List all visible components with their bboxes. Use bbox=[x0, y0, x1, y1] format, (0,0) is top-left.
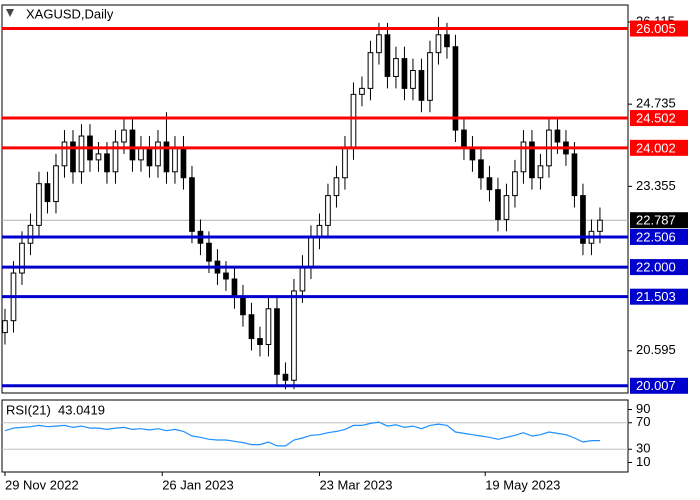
candle-body bbox=[418, 70, 425, 101]
level-label-box bbox=[630, 20, 688, 37]
candle-body bbox=[19, 242, 25, 274]
rsi-tick-label: 70 bbox=[636, 414, 650, 429]
level-label: 24.002 bbox=[636, 140, 676, 155]
candle-body bbox=[112, 141, 119, 173]
candle-body bbox=[61, 141, 68, 167]
candle-body bbox=[2, 320, 8, 334]
current-price-label: 22.787 bbox=[636, 213, 676, 228]
level-label: 24.502 bbox=[636, 110, 676, 125]
candle-body bbox=[529, 141, 535, 179]
candle-body bbox=[469, 147, 476, 161]
level-label-box bbox=[630, 228, 688, 245]
level-label: 26.005 bbox=[636, 21, 676, 36]
candle-body bbox=[571, 153, 578, 197]
level-label-box bbox=[630, 139, 688, 156]
candle-body bbox=[282, 373, 289, 381]
x-tick-label: 26 Jan 2023 bbox=[162, 477, 234, 492]
candle-body bbox=[512, 171, 518, 197]
candle-body bbox=[350, 93, 357, 149]
candle-body bbox=[257, 338, 263, 346]
candle-body bbox=[537, 165, 544, 179]
candle-body bbox=[461, 129, 467, 149]
candle-body bbox=[486, 177, 493, 191]
level-label-box bbox=[630, 377, 688, 394]
level-label-box bbox=[630, 110, 688, 127]
candle-body bbox=[180, 147, 187, 179]
candle-body bbox=[291, 290, 297, 381]
candle-body bbox=[121, 129, 127, 143]
x-tick-label: 23 Mar 2023 bbox=[319, 477, 392, 492]
rsi-panel bbox=[1, 399, 629, 473]
candle-body bbox=[452, 46, 459, 131]
candle-body bbox=[44, 183, 51, 203]
x-tick-label: 19 May 2023 bbox=[485, 477, 560, 492]
y-tick-label: 24.735 bbox=[636, 96, 676, 111]
candle-body bbox=[138, 147, 144, 161]
candle-body bbox=[265, 308, 272, 346]
level-label-box bbox=[630, 259, 688, 276]
candle-body bbox=[70, 141, 76, 173]
level-label-box bbox=[630, 288, 688, 305]
level-label: 22.506 bbox=[636, 229, 676, 244]
candle-body bbox=[189, 177, 195, 232]
y-tick-label: 20.595 bbox=[636, 342, 676, 357]
candle-body bbox=[393, 58, 399, 77]
candle-body bbox=[155, 141, 161, 167]
candle-body bbox=[367, 52, 374, 89]
candle-body bbox=[580, 195, 586, 244]
candle-body bbox=[384, 34, 391, 77]
candle-body bbox=[435, 34, 442, 54]
candle-body bbox=[95, 153, 102, 161]
candle-body bbox=[325, 195, 331, 226]
x-tick-label: 29 Nov 2022 bbox=[5, 477, 79, 492]
chart-title: XAGUSD,Daily bbox=[26, 6, 114, 21]
candle-body bbox=[163, 141, 170, 173]
symbol-icon bbox=[6, 9, 14, 17]
candle-body bbox=[78, 135, 85, 173]
candle-body bbox=[223, 272, 229, 280]
candle-body bbox=[554, 129, 561, 143]
price-panel bbox=[1, 4, 629, 394]
candle-body bbox=[146, 147, 153, 167]
candle-body bbox=[27, 224, 34, 244]
candle-body bbox=[342, 147, 348, 179]
candle-body bbox=[444, 34, 450, 48]
candle-body bbox=[36, 183, 42, 226]
rsi-tick-label: 10 bbox=[636, 454, 650, 469]
candle-body bbox=[359, 87, 365, 95]
candle-body bbox=[172, 147, 178, 173]
candle-body bbox=[520, 141, 527, 173]
candle-body bbox=[299, 266, 306, 292]
candle-body bbox=[401, 58, 408, 89]
rsi-value: 43.0419 bbox=[58, 402, 105, 417]
level-label: 21.503 bbox=[636, 289, 676, 304]
rsi-line bbox=[4, 421, 600, 447]
candle-body bbox=[495, 189, 501, 220]
candle-body bbox=[478, 159, 484, 179]
candle-body bbox=[308, 236, 314, 268]
rsi-tick-label: 30 bbox=[636, 441, 650, 456]
candle-body bbox=[410, 70, 416, 89]
candle-body bbox=[231, 278, 238, 298]
rsi-tick-label: 90 bbox=[636, 401, 650, 416]
current-price-box bbox=[630, 212, 688, 229]
candle-body bbox=[274, 308, 280, 375]
candle-body bbox=[597, 219, 603, 232]
candle-body bbox=[376, 34, 382, 54]
y-tick-label: 23.355 bbox=[636, 178, 676, 193]
candle-body bbox=[333, 177, 340, 197]
candle-body bbox=[248, 314, 255, 340]
candle-body bbox=[129, 129, 136, 161]
candle-body bbox=[503, 195, 510, 220]
candle-body bbox=[104, 153, 110, 173]
candle-body bbox=[427, 52, 433, 101]
level-label: 20.007 bbox=[636, 378, 676, 393]
rsi-label: RSI(21) bbox=[6, 402, 51, 417]
candle-body bbox=[240, 296, 246, 316]
candle-body bbox=[53, 165, 59, 203]
candle-body bbox=[206, 242, 212, 262]
level-label: 22.000 bbox=[636, 260, 676, 275]
